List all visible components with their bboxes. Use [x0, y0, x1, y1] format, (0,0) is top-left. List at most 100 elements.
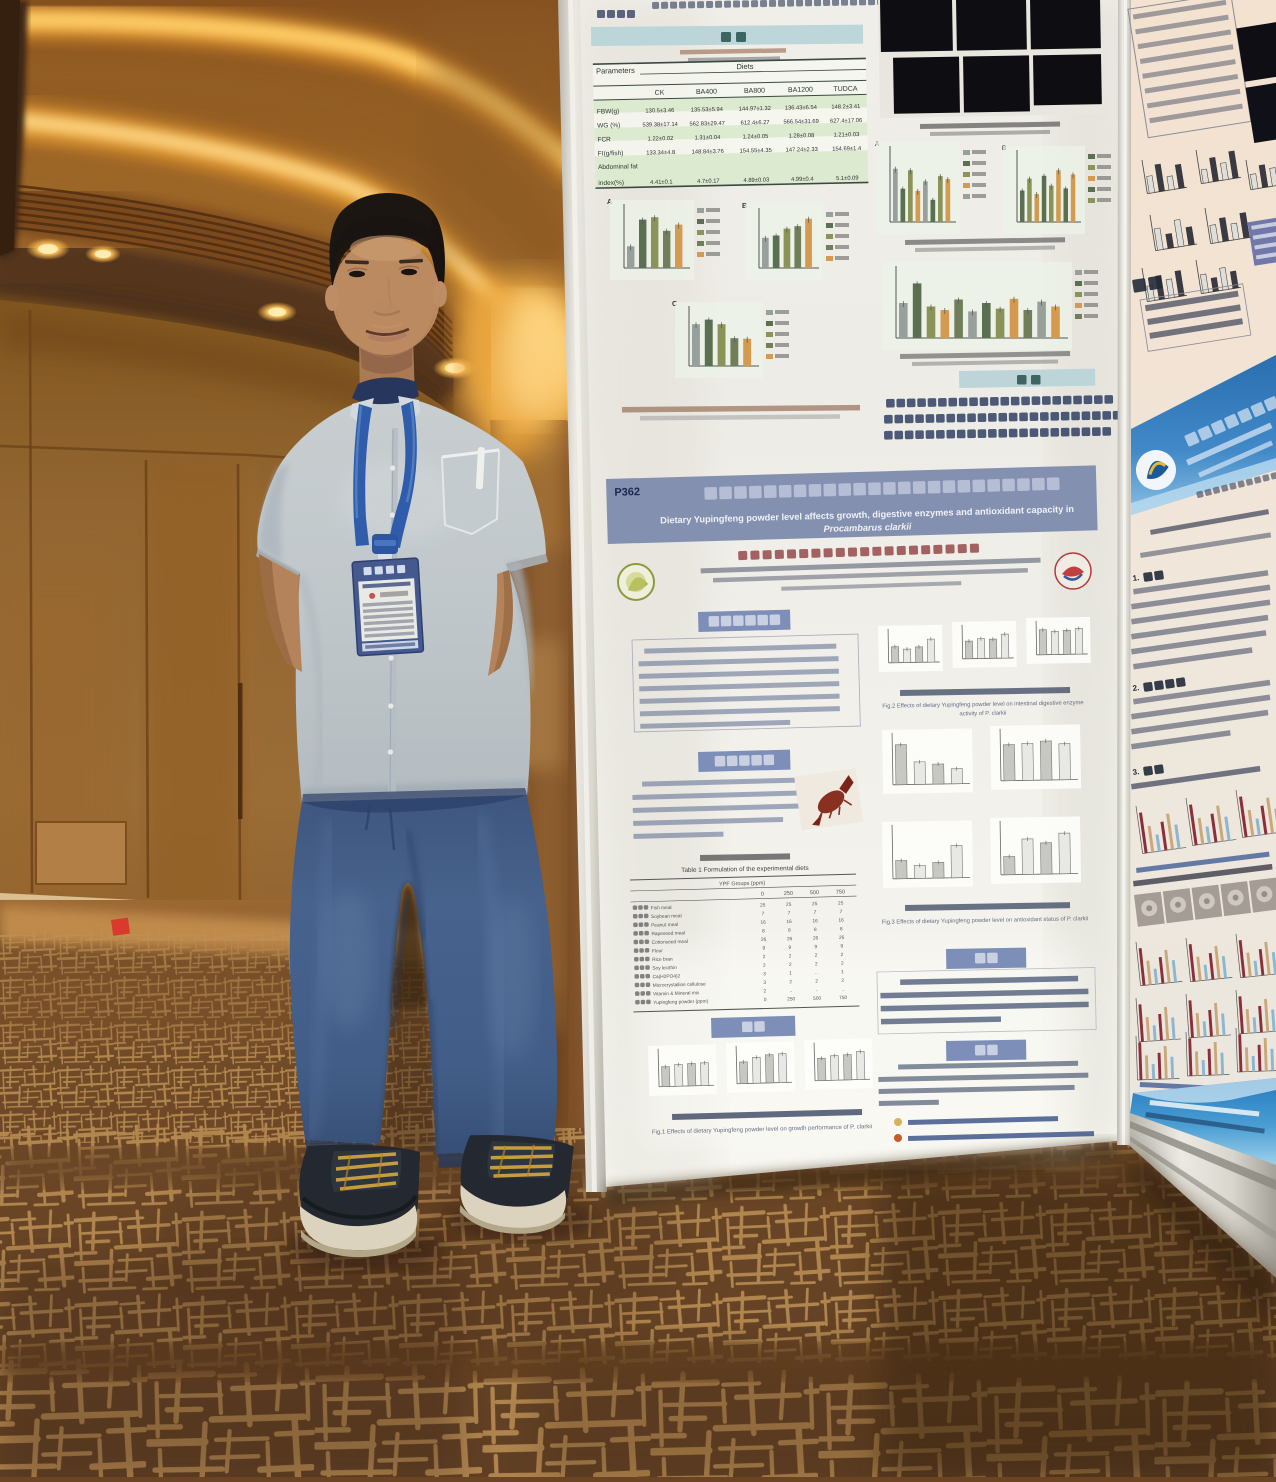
- svg-text:1.31±0.04: 1.31±0.04: [695, 135, 722, 142]
- svg-text:Ca(H2PO4)2: Ca(H2PO4)2: [652, 974, 680, 981]
- svg-text:26: 26: [761, 937, 767, 943]
- svg-text:activity of P. clarkii: activity of P. clarkii: [959, 711, 1006, 718]
- svg-text:8: 8: [762, 928, 765, 934]
- svg-text:BA800: BA800: [744, 88, 765, 95]
- svg-text:16: 16: [786, 919, 792, 925]
- svg-text:1.: 1.: [1132, 573, 1140, 583]
- svg-text:..: ..: [816, 988, 819, 993]
- svg-text:147.24±2.33: 147.24±2.33: [786, 147, 818, 154]
- svg-text:16: 16: [760, 920, 766, 926]
- svg-text:1.28±0.08: 1.28±0.08: [788, 133, 814, 140]
- svg-text:BA1200: BA1200: [788, 87, 813, 95]
- svg-text:9: 9: [788, 945, 791, 951]
- svg-text:144.97±1.32: 144.97±1.32: [739, 106, 771, 113]
- svg-text:9: 9: [762, 945, 765, 951]
- svg-text:0: 0: [761, 891, 764, 897]
- svg-text:1.21±0.03: 1.21±0.03: [833, 132, 859, 139]
- svg-text:130.5±3.46: 130.5±3.46: [645, 108, 674, 115]
- svg-text:1: 1: [841, 969, 844, 975]
- svg-text:2: 2: [841, 978, 844, 984]
- svg-text:YPF Groups (ppm): YPF Groups (ppm): [719, 880, 765, 887]
- svg-text:Flour: Flour: [652, 948, 663, 954]
- svg-text:2: 2: [815, 953, 818, 959]
- svg-text:BA400: BA400: [696, 89, 717, 96]
- svg-text:136.43±6.54: 136.43±6.54: [785, 105, 818, 112]
- svg-text:750: 750: [839, 995, 847, 1001]
- svg-text:7: 7: [814, 910, 817, 916]
- svg-text:Soybean meal: Soybean meal: [651, 913, 682, 920]
- svg-text:26: 26: [787, 936, 793, 942]
- svg-text:1.24±0.05: 1.24±0.05: [743, 134, 769, 141]
- svg-text:Vitamin & Mineral mix: Vitamin & Mineral mix: [653, 990, 700, 997]
- svg-text:148.2±3.41: 148.2±3.41: [831, 104, 860, 111]
- svg-text:FCR: FCR: [597, 136, 611, 143]
- svg-text:627.4±17.06: 627.4±17.06: [830, 118, 862, 125]
- svg-text:8: 8: [788, 928, 791, 934]
- svg-text:133.34±4.8: 133.34±4.8: [646, 150, 675, 157]
- svg-text:539.38±17.14: 539.38±17.14: [642, 122, 678, 129]
- svg-text:154.55±4.35: 154.55±4.35: [740, 148, 772, 155]
- svg-text:Parameters: Parameters: [596, 66, 635, 76]
- svg-text:1.22±0.02: 1.22±0.02: [648, 136, 674, 143]
- svg-text:8: 8: [840, 926, 843, 932]
- svg-text:2.: 2.: [1132, 683, 1140, 693]
- svg-text:25: 25: [812, 901, 818, 907]
- svg-text:500: 500: [813, 996, 821, 1002]
- svg-text:4.7±0.17: 4.7±0.17: [697, 179, 720, 185]
- svg-text:135.53±5.94: 135.53±5.94: [691, 107, 724, 114]
- svg-text:..: ..: [842, 987, 845, 992]
- svg-text:3: 3: [763, 971, 766, 977]
- svg-text:index(%): index(%): [598, 180, 624, 188]
- svg-text:500: 500: [810, 890, 819, 896]
- svg-text:Rapeseed meal: Rapeseed meal: [651, 930, 685, 937]
- svg-text:154.69±1.4: 154.69±1.4: [832, 146, 862, 153]
- svg-text:148.84±3.76: 148.84±3.76: [692, 149, 724, 156]
- svg-text:Fish meal: Fish meal: [651, 905, 672, 912]
- svg-text:WG (%): WG (%): [597, 122, 620, 129]
- svg-text:2: 2: [815, 961, 818, 967]
- svg-text:8: 8: [814, 927, 817, 933]
- svg-text:7: 7: [839, 909, 842, 915]
- svg-text:250: 250: [784, 891, 793, 897]
- svg-text:9: 9: [814, 944, 817, 950]
- svg-text:7: 7: [762, 911, 765, 917]
- svg-text:750: 750: [836, 889, 845, 895]
- svg-text:4.89±0.03: 4.89±0.03: [743, 177, 769, 184]
- svg-text:FI(g/fish): FI(g/fish): [598, 150, 624, 158]
- svg-text:..: ..: [815, 971, 818, 976]
- svg-text:16: 16: [812, 918, 818, 924]
- svg-text:612.4±6.27: 612.4±6.27: [741, 120, 770, 127]
- svg-text:566.54±31.69: 566.54±31.69: [783, 119, 819, 126]
- svg-text:FBW(g): FBW(g): [597, 108, 620, 115]
- svg-text:2: 2: [815, 979, 818, 985]
- svg-text:Cottonseed meal: Cottonseed meal: [652, 939, 688, 946]
- svg-text:2: 2: [841, 961, 844, 967]
- svg-text:TUDCA: TUDCA: [833, 86, 858, 94]
- svg-text:25: 25: [786, 902, 792, 908]
- svg-text:2: 2: [841, 952, 844, 958]
- svg-text:16: 16: [838, 918, 844, 924]
- svg-text:7: 7: [788, 910, 791, 916]
- svg-text:Rice bran: Rice bran: [652, 957, 673, 964]
- svg-text:2: 2: [789, 953, 792, 959]
- svg-text:Diets: Diets: [736, 62, 754, 71]
- svg-text:5.1±0.09: 5.1±0.09: [836, 176, 859, 182]
- svg-text:Peanut meal: Peanut meal: [651, 922, 678, 929]
- svg-text:3: 3: [763, 980, 766, 986]
- svg-text:2: 2: [763, 963, 766, 969]
- svg-text:CK: CK: [655, 90, 665, 97]
- svg-text:3.: 3.: [1132, 767, 1140, 777]
- svg-text:9: 9: [840, 943, 843, 949]
- svg-text:25: 25: [838, 900, 844, 906]
- svg-text:562.83±29.47: 562.83±29.47: [689, 121, 725, 128]
- svg-text:250: 250: [787, 996, 795, 1002]
- svg-text:0: 0: [764, 997, 767, 1003]
- svg-text:26: 26: [813, 935, 819, 941]
- svg-text:2: 2: [789, 962, 792, 968]
- svg-text:Abdominal fat: Abdominal fat: [598, 163, 638, 171]
- svg-text:2: 2: [763, 954, 766, 960]
- svg-text:..: ..: [790, 989, 793, 994]
- svg-text:P362: P362: [614, 486, 640, 499]
- svg-text:2: 2: [789, 979, 792, 985]
- svg-text:25: 25: [760, 902, 766, 908]
